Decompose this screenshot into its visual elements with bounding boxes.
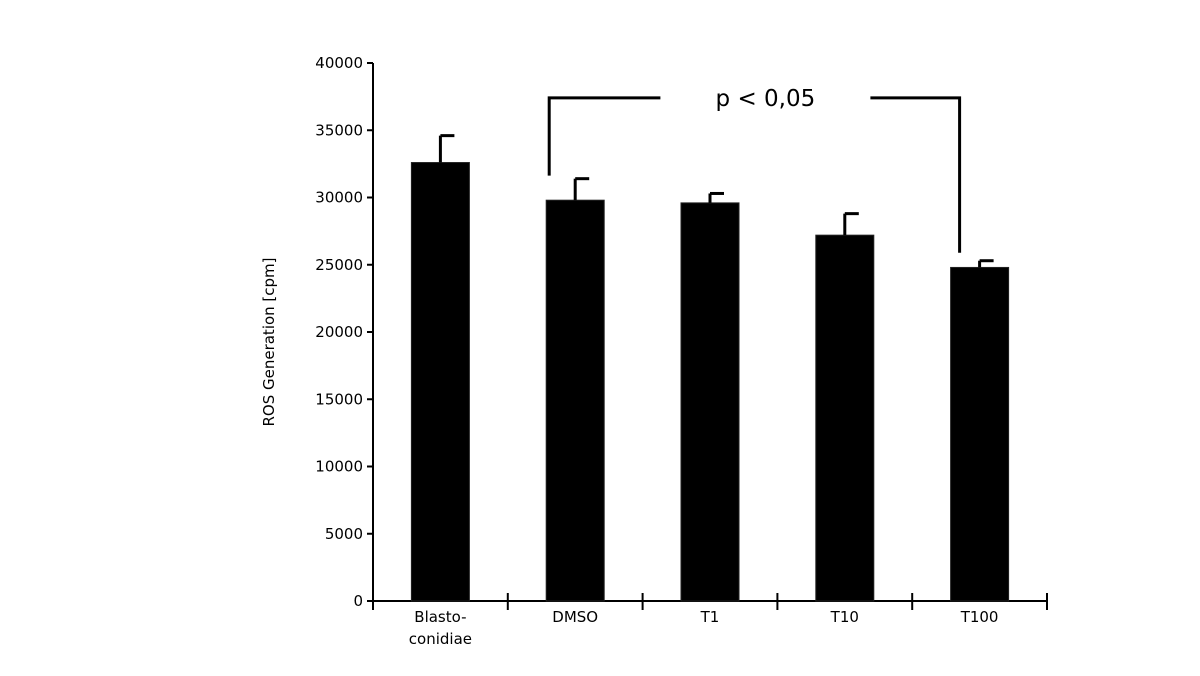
y-tick-label: 5000 (325, 525, 363, 543)
significance-bracket-left (547, 96, 661, 176)
bar-4 (950, 266, 1010, 602)
x-category-label: Blasto- (414, 608, 466, 626)
x-category-label: T100 (960, 608, 999, 626)
x-category-label: DMSO (552, 608, 598, 626)
y-tick-label: 35000 (315, 121, 363, 139)
y-tick-label: 25000 (315, 256, 363, 274)
labels: 0 5000 10000 15000 20000 25000 30000 35000 40000… (260, 54, 998, 648)
significance-label: p < 0,05 (716, 86, 816, 112)
x-category-label: T10 (830, 608, 859, 626)
y-tick-label: 10000 (315, 458, 363, 476)
bar-3 (815, 234, 875, 602)
annotations: p < 0,05 (547, 86, 962, 253)
y-tick-label: 15000 (315, 390, 363, 408)
y-tick-label: 40000 (315, 54, 363, 72)
bar-0 (410, 162, 470, 602)
y-tick-label: 30000 (315, 189, 363, 207)
y-tick-label: 0 (353, 592, 363, 610)
x-category-label: T1 (700, 608, 720, 626)
bar-2 (680, 202, 740, 602)
y-tick-label: 20000 (315, 323, 363, 341)
bars (410, 134, 1010, 602)
significance-bracket-right (870, 96, 962, 253)
bar-1 (545, 199, 605, 602)
x-category-label: conidiae (409, 630, 472, 648)
axes (367, 62, 1048, 610)
y-axis-title: ROS Generation [cpm] (260, 257, 278, 426)
